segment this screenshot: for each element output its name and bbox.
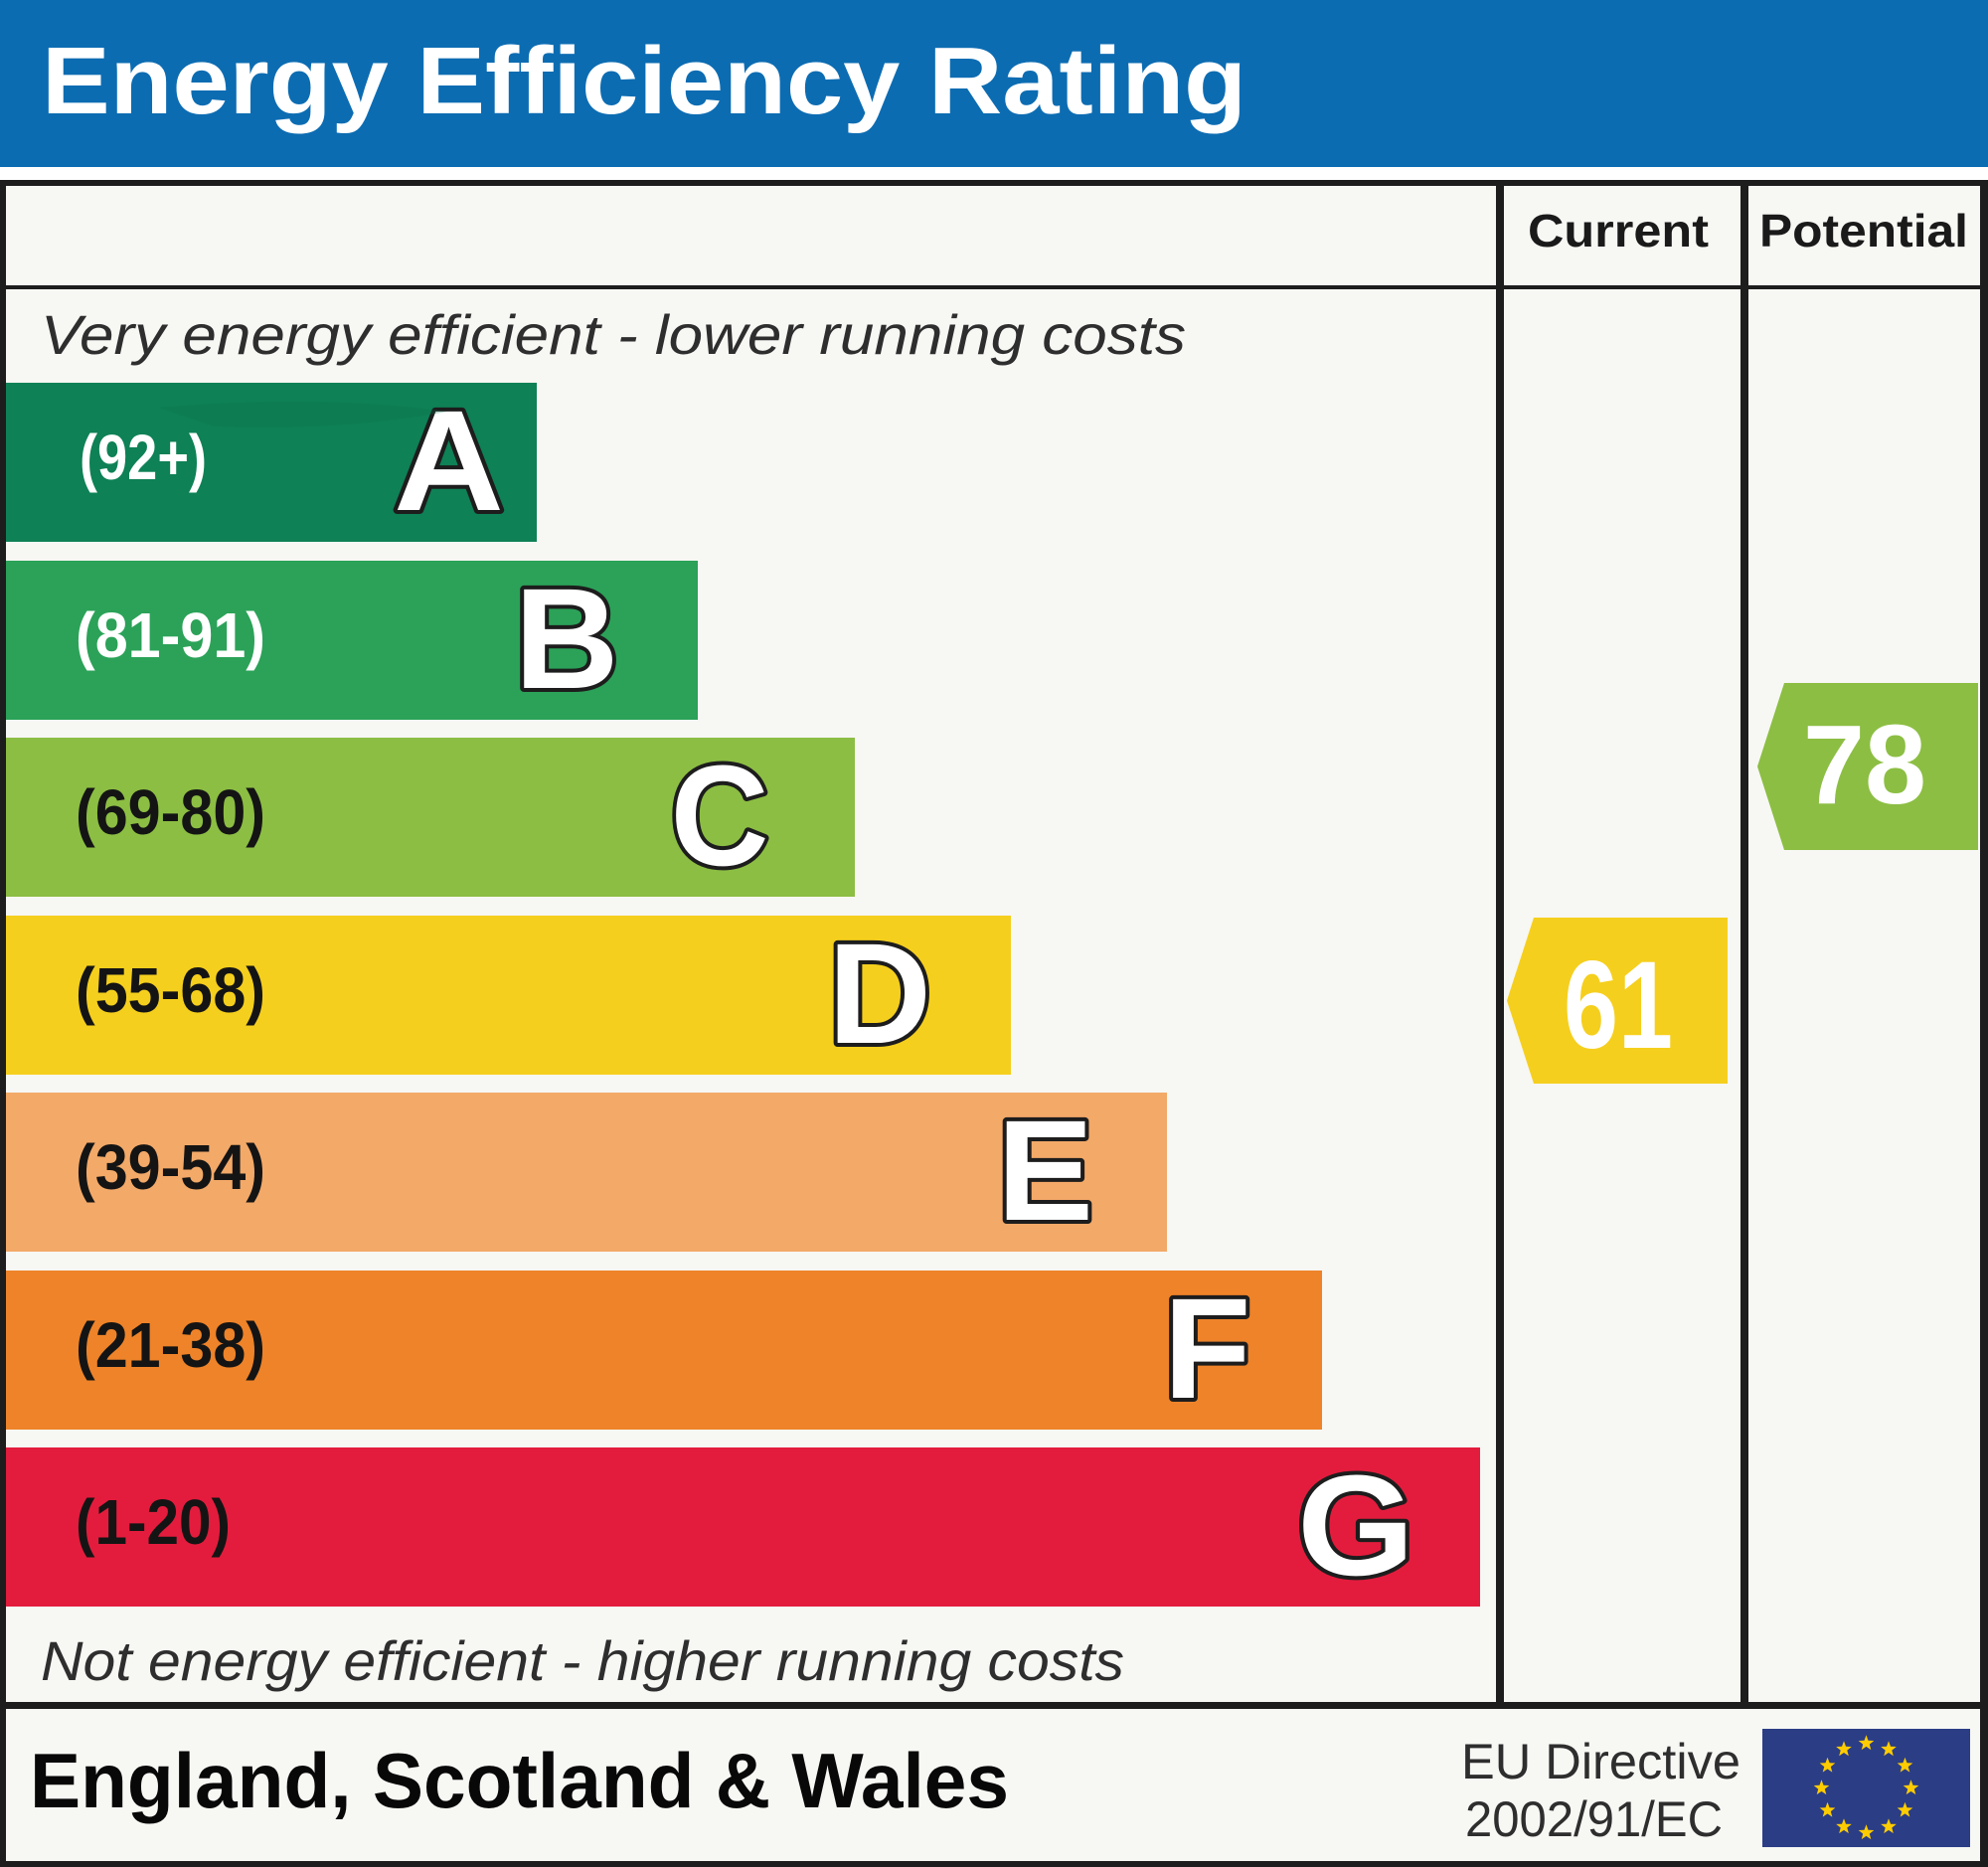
svg-text:Potential: Potential — [1759, 205, 1968, 256]
svg-text:Not energy efficient - higher: Not energy efficient - higher running co… — [41, 1629, 1124, 1692]
svg-text:EU Directive: EU Directive — [1461, 1734, 1740, 1789]
svg-text:(81-91): (81-91) — [76, 599, 265, 671]
svg-text:F: F — [1164, 1269, 1251, 1429]
svg-text:Current: Current — [1528, 205, 1709, 256]
svg-text:C: C — [671, 736, 769, 896]
svg-text:G: G — [1297, 1445, 1414, 1606]
svg-text:(39-54): (39-54) — [76, 1131, 265, 1203]
svg-text:A: A — [394, 381, 504, 541]
svg-text:78: 78 — [1803, 702, 1926, 827]
svg-text:England, Scotland & Wales: England, Scotland & Wales — [30, 1737, 1009, 1824]
svg-text:Energy Efficiency Rating: Energy Efficiency Rating — [42, 28, 1246, 134]
svg-text:(55-68): (55-68) — [76, 954, 265, 1026]
svg-text:2002/91/EC: 2002/91/EC — [1465, 1791, 1723, 1847]
svg-text:61: 61 — [1564, 936, 1673, 1075]
svg-text:E: E — [997, 1091, 1093, 1251]
svg-text:(92+): (92+) — [80, 422, 207, 493]
svg-text:(69-80): (69-80) — [76, 776, 265, 848]
svg-text:D: D — [828, 914, 931, 1074]
svg-text:B: B — [515, 559, 619, 719]
svg-text:(1-20): (1-20) — [76, 1486, 231, 1558]
svg-text:Very energy efficient - lower: Very energy efficient - lower running co… — [41, 303, 1186, 366]
svg-text:(21-38): (21-38) — [76, 1309, 265, 1381]
